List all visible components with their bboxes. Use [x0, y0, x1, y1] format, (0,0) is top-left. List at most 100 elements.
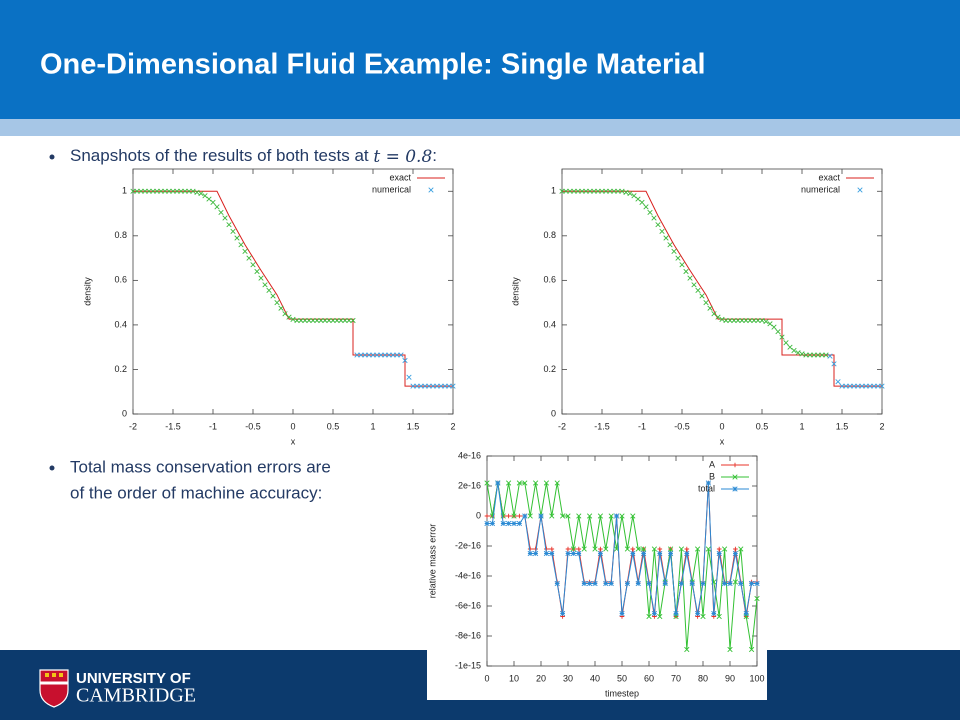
point-marker	[318, 317, 324, 324]
y-tick-label: 0.8	[114, 230, 127, 240]
point-marker	[779, 334, 785, 340]
point-marker	[619, 513, 625, 519]
point-marker	[795, 350, 801, 356]
point-marker	[711, 610, 717, 617]
point-marker	[595, 188, 601, 194]
point-marker	[190, 188, 196, 194]
point-marker	[663, 235, 669, 241]
point-marker	[442, 383, 448, 389]
point-marker	[565, 550, 571, 557]
x-tick-label: -0.5	[674, 421, 690, 431]
chart-background	[80, 165, 460, 452]
point-marker	[863, 383, 869, 389]
point-marker	[517, 513, 522, 519]
x-axis-label: x	[720, 436, 725, 446]
point-marker	[684, 550, 690, 557]
logo-shield	[39, 669, 69, 708]
x-tick-label: 0.5	[756, 421, 769, 431]
point-marker	[847, 383, 853, 389]
point-marker	[214, 204, 220, 210]
point-marker	[298, 317, 304, 324]
point-marker	[570, 550, 577, 557]
point-marker	[234, 235, 240, 241]
point-marker	[597, 550, 604, 557]
point-marker	[827, 353, 833, 359]
x-tick-label: 0.5	[327, 421, 340, 431]
point-marker	[246, 255, 252, 261]
x-axis-label: timestep	[605, 688, 639, 698]
point-marker	[350, 317, 356, 324]
x-tick-label: 2	[450, 421, 455, 431]
point-marker	[751, 317, 757, 324]
point-marker	[667, 546, 674, 552]
point-marker	[630, 513, 636, 519]
point-marker	[382, 352, 388, 358]
point-marker	[516, 520, 523, 527]
y-tick-label: 0.6	[543, 275, 556, 285]
y-tick-label: -4e-16	[455, 570, 481, 580]
point-marker	[549, 550, 555, 557]
point-marker	[743, 610, 749, 617]
point-marker	[334, 317, 340, 324]
point-marker	[134, 188, 140, 194]
point-marker	[282, 311, 288, 317]
x-tick-label: 30	[563, 673, 573, 683]
point-marker	[366, 352, 372, 358]
point-marker	[270, 293, 276, 299]
point-marker	[624, 580, 631, 587]
point-marker	[426, 383, 432, 389]
bullet-text: Snapshots of the results of both tests a…	[70, 146, 437, 166]
point-marker	[398, 352, 404, 358]
point-marker	[579, 188, 585, 194]
point-marker	[154, 188, 160, 194]
point-marker	[687, 275, 693, 281]
bullet-dot	[49, 465, 55, 471]
point-marker	[170, 188, 176, 194]
point-marker	[326, 317, 332, 324]
point-marker	[174, 188, 180, 194]
point-marker	[678, 546, 685, 552]
point-marker	[699, 293, 705, 299]
point-marker	[559, 188, 565, 194]
x-tick-label: 70	[671, 673, 681, 683]
x-tick-label: 1	[370, 421, 375, 431]
x-tick-label: 0	[290, 421, 295, 431]
point-marker	[662, 580, 668, 587]
shield-lion	[59, 673, 63, 677]
point-marker	[358, 352, 364, 358]
point-marker	[549, 546, 555, 552]
point-marker	[743, 317, 749, 324]
point-marker	[735, 317, 741, 324]
point-marker	[322, 317, 328, 324]
point-marker	[258, 275, 264, 281]
point-marker	[522, 480, 528, 486]
point-marker	[581, 546, 587, 552]
point-marker	[630, 550, 636, 557]
point-marker	[748, 580, 755, 587]
point-marker	[576, 513, 582, 519]
point-marker	[571, 188, 577, 194]
point-marker	[807, 352, 813, 358]
point-marker	[565, 513, 571, 519]
y-tick-label: 0.2	[114, 364, 127, 374]
point-marker	[386, 352, 392, 358]
point-marker	[646, 613, 652, 620]
point-marker	[657, 613, 663, 620]
point-marker	[691, 282, 697, 288]
y-tick-label: 0	[476, 510, 481, 520]
point-marker	[130, 188, 136, 194]
point-marker	[370, 352, 376, 358]
y-tick-label: 0	[551, 408, 556, 418]
point-marker	[707, 305, 713, 311]
point-marker	[727, 580, 733, 587]
point-marker	[516, 480, 523, 486]
point-marker	[238, 242, 244, 248]
point-marker	[619, 610, 625, 617]
x-tick-label: -2	[129, 421, 137, 431]
point-marker	[162, 188, 168, 194]
point-marker	[754, 580, 760, 587]
x-tick-label: 20	[536, 673, 546, 683]
point-marker	[635, 196, 641, 202]
series-line	[562, 190, 882, 387]
y-tick-label: -2e-16	[455, 540, 481, 550]
